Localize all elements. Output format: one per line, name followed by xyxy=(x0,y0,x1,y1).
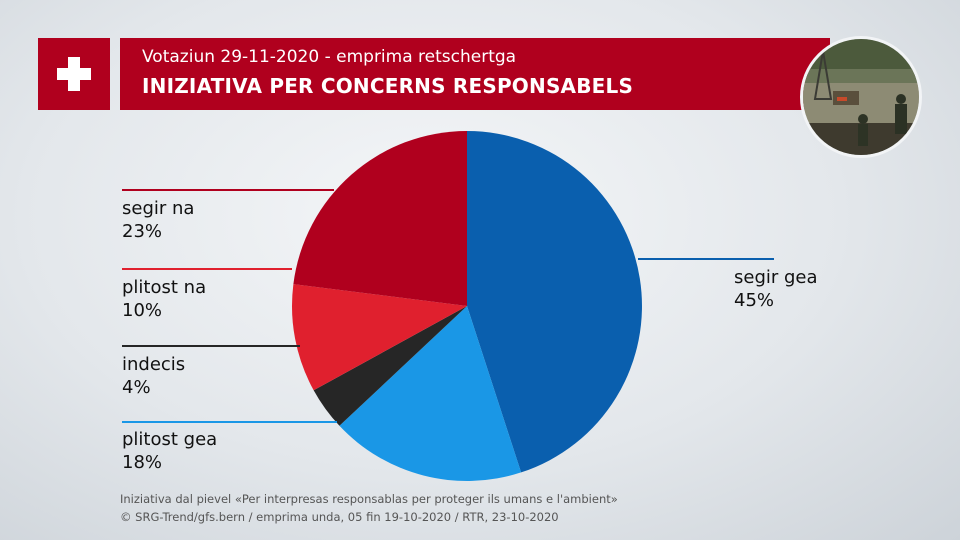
footer-source-line-2: © SRG-Trend/gfs.bern / emprima unda, 05 … xyxy=(120,510,559,524)
pie-slice-plitost-gea xyxy=(339,306,522,481)
swiss-cross-icon xyxy=(57,57,91,91)
label-plitost-gea-value: 18% xyxy=(122,452,163,473)
label-segir-na-value: 23% xyxy=(122,221,163,242)
footer-source-line-1: Iniziativa dal pievel «Per interpresas r… xyxy=(120,492,618,506)
label-segir-gea-value: 45% xyxy=(734,290,775,311)
label-segir-gea-text: segir gea xyxy=(734,267,818,288)
label-plitost-gea: plitost gea 18% xyxy=(122,428,217,474)
header-bar: Votaziun 29-11-2020 - emprima retschertg… xyxy=(120,38,830,110)
leader-line-segir-na xyxy=(122,189,334,191)
label-plitost-na-value: 10% xyxy=(122,300,163,321)
pie-slice-plitost-na xyxy=(292,284,467,391)
chart-title: INIZIATIVA PER CONCERNS RESPONSABELS xyxy=(142,74,634,98)
label-indecis: indecis 4% xyxy=(122,353,185,399)
label-indecis-value: 4% xyxy=(122,377,151,398)
label-segir-na-text: segir na xyxy=(122,198,195,219)
label-indecis-text: indecis xyxy=(122,354,186,375)
pie-slice-segir-na xyxy=(293,131,467,306)
leader-line-plitost-gea xyxy=(122,421,337,423)
label-segir-gea: segir gea 45% xyxy=(734,266,818,312)
label-plitost-gea-text: plitost gea xyxy=(122,429,218,450)
swiss-flag xyxy=(38,38,110,110)
chart-subtitle: Votaziun 29-11-2020 - emprima retschertg… xyxy=(142,47,517,67)
label-plitost-na-text: plitost na xyxy=(122,277,207,298)
pie-slice-indecis xyxy=(313,306,467,426)
label-plitost-na: plitost na 10% xyxy=(122,276,206,322)
leader-line-plitost-na xyxy=(122,268,292,270)
leader-line-indecis xyxy=(122,345,300,347)
leader-line-segir-gea xyxy=(638,258,774,260)
label-segir-na: segir na 23% xyxy=(122,197,194,243)
pie-slice-segir-gea xyxy=(467,131,642,473)
